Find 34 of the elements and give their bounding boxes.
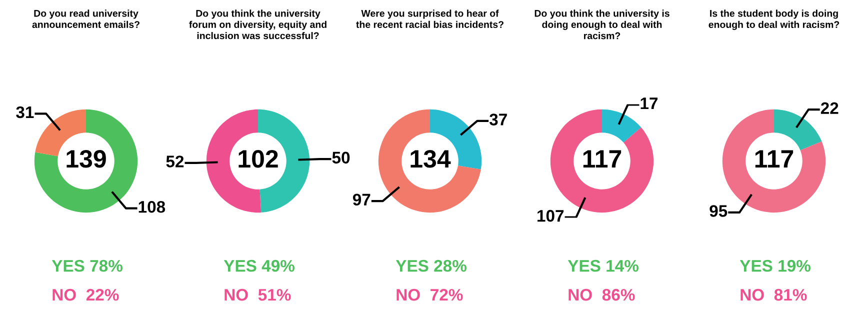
- text: YES 28%: [396, 260, 466, 272]
- chart-title: Do you think the university forum on diversity, equity and inclusion was successful?: [189, 10, 326, 40]
- text: YES 19%: [740, 260, 810, 272]
- text: 117: [583, 150, 622, 168]
- chart-title: Do you think the university is doing enough to deal with racism?: [534, 10, 670, 40]
- data-label: 50: [332, 152, 350, 164]
- data-label: 107: [538, 210, 564, 222]
- text: NO 86%: [568, 288, 635, 301]
- donut-slice: [602, 109, 642, 143]
- donut-slice: [378, 109, 481, 213]
- data-label: 37: [489, 114, 507, 126]
- data-label: 97: [352, 194, 370, 206]
- data-label: 108: [138, 201, 166, 213]
- data-label: 31: [16, 106, 34, 118]
- data-label: 52: [166, 156, 184, 168]
- text: YES 78%: [52, 260, 122, 272]
- donut-slice: [34, 109, 138, 213]
- text: NO 72%: [396, 288, 463, 301]
- data-label: 95: [710, 205, 728, 217]
- data-label: 22: [820, 102, 838, 114]
- text: 134: [410, 150, 451, 168]
- chart-title: Is the student body is doing enough to deal with racism?: [708, 10, 840, 30]
- chart-title: Were you surprised to hear of the recent racial bias incidents?: [356, 10, 504, 28]
- text: YES 49%: [224, 260, 294, 272]
- text: NO 22%: [52, 288, 119, 301]
- chart-title: Do you read university announcement emails?: [32, 10, 140, 28]
- text: YES 14%: [568, 260, 638, 272]
- text: 117: [755, 150, 794, 168]
- text: 102: [238, 150, 278, 168]
- text: NO 81%: [740, 288, 807, 301]
- text: NO 51%: [224, 288, 291, 301]
- donut-slice: [774, 109, 822, 150]
- data-label: 17: [640, 98, 658, 110]
- text: 139: [66, 150, 106, 168]
